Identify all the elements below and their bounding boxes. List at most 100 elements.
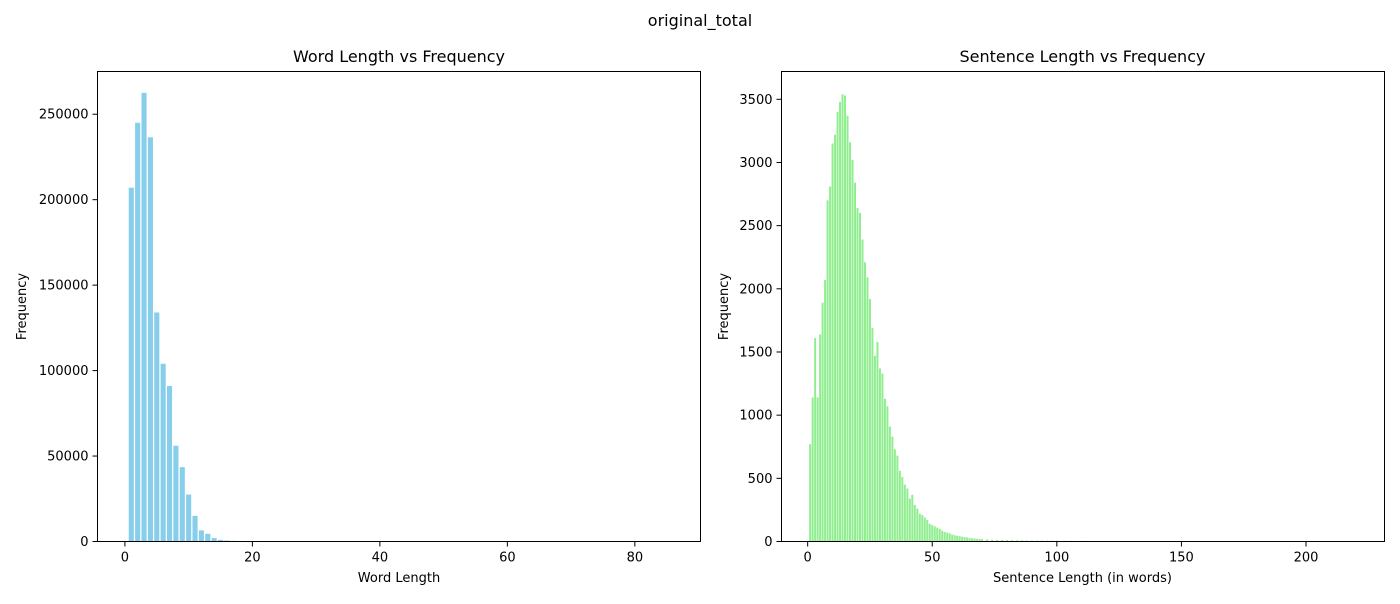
word-length-y-tick-label: 250000	[39, 108, 89, 123]
sentence-length-y-axis-label: Frequency	[717, 273, 732, 340]
word-length-x-tick-label: 60	[499, 551, 516, 566]
sentence-length-bar	[969, 538, 971, 542]
sentence-length-bar	[834, 135, 836, 542]
word-length-bar	[205, 534, 210, 542]
sentence-length-bar	[829, 186, 831, 541]
sentence-length-bar	[881, 373, 883, 541]
sentence-length-bar	[906, 488, 908, 541]
sentence-length-bar	[861, 240, 863, 542]
sentence-length-x-tick-label: 50	[924, 551, 941, 566]
sentence-length-bar	[876, 342, 878, 542]
sentence-length-bar	[859, 213, 861, 541]
sentence-length-bar	[819, 334, 821, 541]
sentence-length-bar	[899, 471, 901, 542]
word-length-bar	[186, 495, 191, 542]
sentence-length-bar	[951, 535, 953, 542]
sentence-length-bar	[852, 160, 854, 542]
sentence-length-bar	[822, 303, 824, 542]
sentence-length-y-tick-label: 3500	[739, 93, 772, 108]
sentence-length-bar	[939, 529, 941, 542]
sentence-length-bar	[936, 528, 938, 542]
word-length-bar	[192, 516, 197, 542]
sentence-length-bars	[809, 94, 1357, 541]
sentence-length-bar	[901, 477, 903, 541]
word-length-x-tick-label: 40	[372, 551, 389, 566]
word-length-axes-frame	[98, 72, 701, 542]
word-length-bar	[161, 364, 166, 542]
word-length-bar	[141, 93, 146, 542]
sentence-length-y-tick-label: 1000	[739, 409, 772, 424]
word-length-bar	[135, 123, 140, 542]
word-length-x-tick-label: 0	[121, 551, 129, 566]
sentence-length-y-tick-label: 1500	[739, 345, 772, 360]
sentence-length-bar	[921, 515, 923, 542]
sentence-length-chart-title: Sentence Length vs Frequency	[960, 47, 1206, 66]
sentence-length-bar	[956, 536, 958, 542]
word-length-x-tick-label: 80	[627, 551, 644, 566]
sentence-length-bar	[824, 280, 826, 542]
sentence-length-x-axis-label: Sentence Length (in words)	[993, 571, 1172, 586]
sentence-length-bar	[847, 116, 849, 542]
word-length-y-tick-label: 150000	[39, 279, 89, 294]
sentence-length-bar	[949, 533, 951, 541]
word-length-x-axis-label: Word Length	[358, 571, 440, 586]
sentence-length-bar	[896, 456, 898, 542]
sentence-length-bar	[839, 102, 841, 542]
sentence-length-bar	[812, 397, 814, 541]
sentence-length-bar	[817, 397, 819, 541]
sentence-length-bar	[929, 524, 931, 542]
sentence-length-bar	[919, 514, 921, 542]
sentence-length-bar	[842, 94, 844, 541]
sentence-length-y-tick-label: 2500	[739, 219, 772, 234]
sentence-length-y-tick-label: 3000	[739, 156, 772, 171]
sentence-length-bar	[934, 526, 936, 541]
word-length-y-tick-label: 0	[80, 535, 88, 550]
word-length-bar	[173, 446, 178, 542]
sentence-length-bar	[814, 338, 816, 541]
sentence-length-bar	[926, 520, 928, 541]
word-length-bar	[148, 137, 153, 541]
sentence-length-bar	[924, 517, 926, 541]
sentence-length-bar	[874, 356, 876, 542]
word-length-chart-title: Word Length vs Frequency	[293, 47, 505, 66]
sentence-length-bar	[886, 406, 888, 541]
sentence-length-bar	[891, 437, 893, 542]
sentence-length-bar	[964, 537, 966, 541]
sentence-length-bar	[894, 449, 896, 541]
word-length-bar	[180, 467, 185, 541]
sentence-length-bar	[889, 427, 891, 542]
word-length-bar	[129, 188, 134, 542]
sentence-length-bar	[966, 537, 968, 541]
sentence-length-bar	[916, 509, 918, 542]
sentence-length-bar	[931, 525, 933, 541]
sentence-length-bar	[849, 142, 851, 541]
sentence-length-y-tick-label: 0	[764, 535, 772, 550]
sentence-length-bar	[961, 537, 963, 542]
sentence-length-y-tick-label: 2000	[739, 282, 772, 297]
word-length-y-tick-label: 100000	[39, 364, 89, 379]
sentence-length-bar	[941, 531, 943, 542]
sentence-length-bar	[844, 96, 846, 542]
sentence-length-bar	[884, 399, 886, 542]
sentence-length-bar	[837, 112, 839, 542]
word-length-bar	[212, 538, 217, 541]
sentence-length-bar	[909, 499, 911, 542]
word-length-y-tick-label: 200000	[39, 193, 89, 208]
sentence-length-bar	[857, 208, 859, 542]
sentence-length-bar	[911, 495, 913, 542]
sentence-length-bar	[809, 444, 811, 541]
sentence-length-bar	[832, 144, 834, 542]
word-length-bar	[167, 386, 172, 542]
sentence-length-bar	[879, 368, 881, 541]
sentence-length-bar	[944, 532, 946, 541]
sentence-length-bar	[946, 533, 948, 542]
word-length-bar	[154, 312, 159, 541]
word-length-y-axis-label: Frequency	[15, 273, 30, 340]
word-length-bars	[129, 93, 351, 542]
sentence-length-bar	[869, 299, 871, 542]
